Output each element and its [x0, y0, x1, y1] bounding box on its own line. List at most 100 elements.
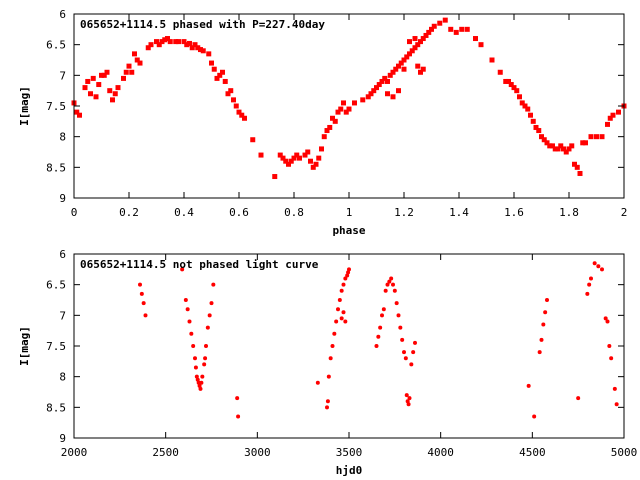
data-point [205, 325, 210, 330]
data-point [330, 344, 335, 348]
data-point [398, 60, 404, 66]
data-point [536, 128, 542, 134]
data-point [291, 155, 297, 161]
data-point [346, 106, 352, 112]
y-tick-label: 8.5 [46, 161, 66, 174]
data-point [365, 94, 371, 100]
data-point [401, 57, 407, 63]
data-point [415, 63, 421, 69]
data-point [204, 344, 208, 348]
y-tick-label: 6 [59, 8, 66, 21]
data-point [74, 109, 80, 115]
data-point [334, 319, 339, 324]
data-point [545, 298, 549, 302]
y-tick-label: 8.5 [46, 401, 66, 414]
data-point [337, 298, 342, 302]
data-point [327, 124, 333, 130]
data-point [412, 45, 418, 51]
y-tick-label: 7.5 [46, 340, 66, 353]
y-axis-label: I[mag] [18, 86, 31, 126]
data-point [225, 91, 231, 97]
data-point [220, 69, 225, 75]
data-point [609, 356, 614, 361]
x-tick-label: 1.2 [394, 206, 414, 219]
data-point [343, 109, 349, 115]
data-point [176, 39, 181, 45]
data-point [526, 383, 531, 388]
data-point [214, 75, 220, 81]
x-tick-label: 2000 [61, 446, 88, 459]
data-point [371, 88, 377, 94]
data-point [541, 137, 547, 143]
y-tick-label: 9 [59, 432, 66, 445]
x-tick-label: 0 [71, 206, 78, 219]
data-point [141, 301, 146, 306]
data-point [154, 39, 159, 45]
x-tick-label: 1.8 [559, 206, 579, 219]
data-point [222, 78, 228, 84]
data-point [423, 32, 429, 38]
x-tick-label: 2 [621, 206, 628, 219]
x-tick-label: 0.6 [229, 206, 249, 219]
data-point [167, 39, 173, 45]
data-point [566, 146, 572, 152]
data-point [607, 115, 613, 121]
data-point [181, 39, 187, 45]
data-point [588, 134, 594, 140]
data-point [407, 51, 412, 57]
x-tick-label: 1 [346, 206, 353, 219]
data-point [398, 325, 403, 330]
x-tick-label: 0.8 [284, 206, 304, 219]
data-point [236, 414, 241, 419]
data-point [209, 301, 214, 306]
data-point [338, 106, 344, 112]
data-point [473, 36, 478, 42]
data-point [616, 109, 621, 115]
data-point [589, 276, 593, 281]
data-point [313, 161, 319, 167]
data-point [159, 39, 165, 45]
data-point [387, 72, 393, 78]
y-tick-label: 6.5 [46, 39, 66, 52]
data-point [316, 155, 322, 161]
data-point [525, 106, 531, 112]
data-point [539, 337, 544, 342]
data-point [387, 279, 392, 284]
data-point [497, 69, 503, 75]
data-point [283, 158, 289, 164]
data-point [209, 60, 214, 66]
data-point [200, 374, 205, 379]
data-point [583, 140, 588, 146]
data-point [193, 356, 197, 361]
chart-title: 065652+1114.5 not phased light curve [80, 258, 319, 271]
data-point [396, 88, 401, 94]
data-point [431, 23, 437, 29]
data-point [390, 94, 396, 100]
data-point [196, 380, 201, 385]
data-point [409, 362, 414, 367]
data-point [607, 344, 612, 348]
data-point [200, 48, 206, 54]
x-tick-label: 1.6 [504, 206, 524, 219]
data-point [343, 319, 348, 324]
data-point [294, 152, 300, 158]
data-point [360, 97, 366, 103]
data-point [88, 91, 93, 97]
data-point [305, 149, 311, 155]
data-point [448, 26, 454, 32]
data-point [134, 57, 140, 63]
data-point [347, 267, 351, 272]
data-point [143, 313, 148, 318]
data-point [138, 282, 142, 287]
data-point [165, 36, 170, 42]
data-point [603, 316, 608, 321]
data-point [368, 91, 374, 97]
data-point [339, 288, 344, 293]
data-point [341, 100, 346, 106]
data-point [272, 174, 278, 180]
data-point [173, 39, 179, 45]
data-point [104, 69, 110, 75]
y-tick-label: 7.5 [46, 100, 66, 113]
data-point [239, 112, 245, 118]
data-point [599, 134, 605, 140]
